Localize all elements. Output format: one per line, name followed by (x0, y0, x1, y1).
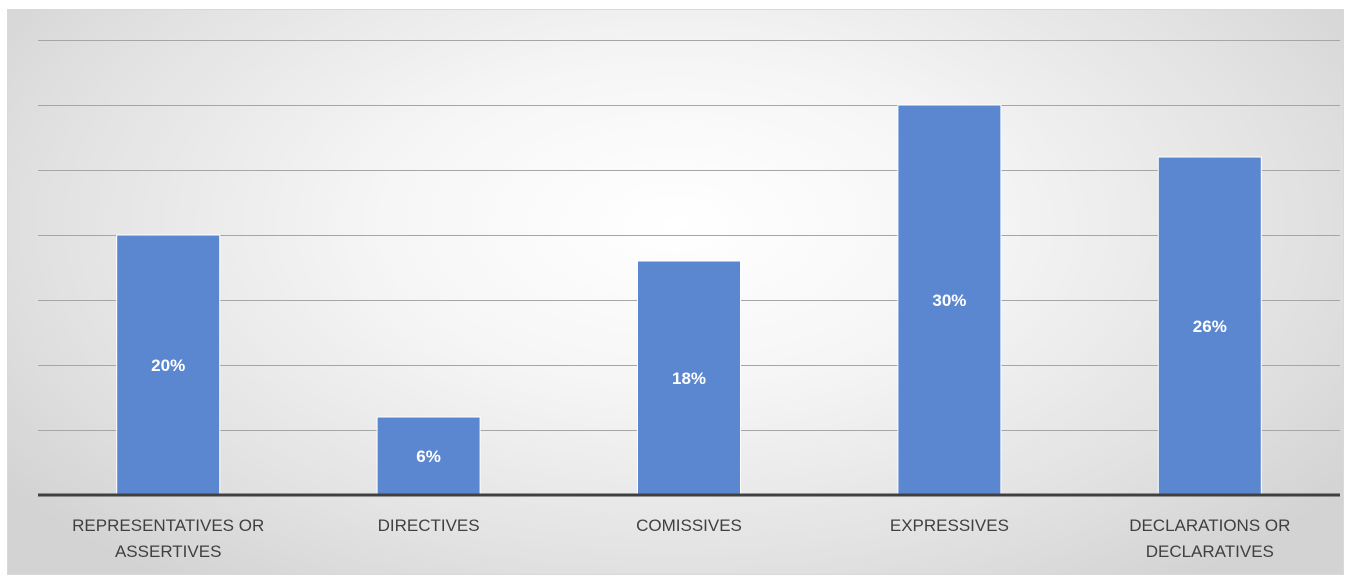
category-label: DIRECTIVES (378, 516, 480, 535)
gridlines (38, 40, 1340, 431)
category-label: REPRESENTATIVES OR (72, 516, 264, 535)
bar (376, 416, 481, 496)
bar (116, 234, 221, 496)
bar (1157, 156, 1262, 496)
category-labels: REPRESENTATIVES OR ASSERTIVES DIRECTIVES CO… (72, 516, 1290, 561)
category-label: DECLARATIVES (1146, 542, 1274, 561)
data-label: 6% (416, 447, 441, 466)
data-labels: 20% 6% 18% 30% 26% (151, 291, 1227, 466)
bars (116, 104, 1262, 496)
category-label: COMISSIVES (636, 516, 742, 535)
data-label: 20% (151, 356, 185, 375)
data-label: 18% (672, 369, 706, 388)
data-label: 30% (932, 291, 966, 310)
category-label: DECLARATIONS OR (1129, 516, 1290, 535)
data-label: 26% (1193, 317, 1227, 336)
category-label: EXPRESSIVES (890, 516, 1009, 535)
bar (637, 260, 741, 496)
bar (897, 104, 1002, 496)
category-label: ASSERTIVES (115, 542, 221, 561)
